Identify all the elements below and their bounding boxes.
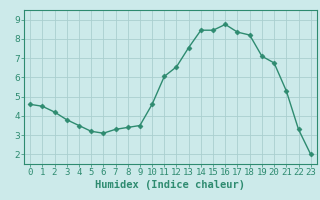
X-axis label: Humidex (Indice chaleur): Humidex (Indice chaleur): [95, 180, 245, 190]
